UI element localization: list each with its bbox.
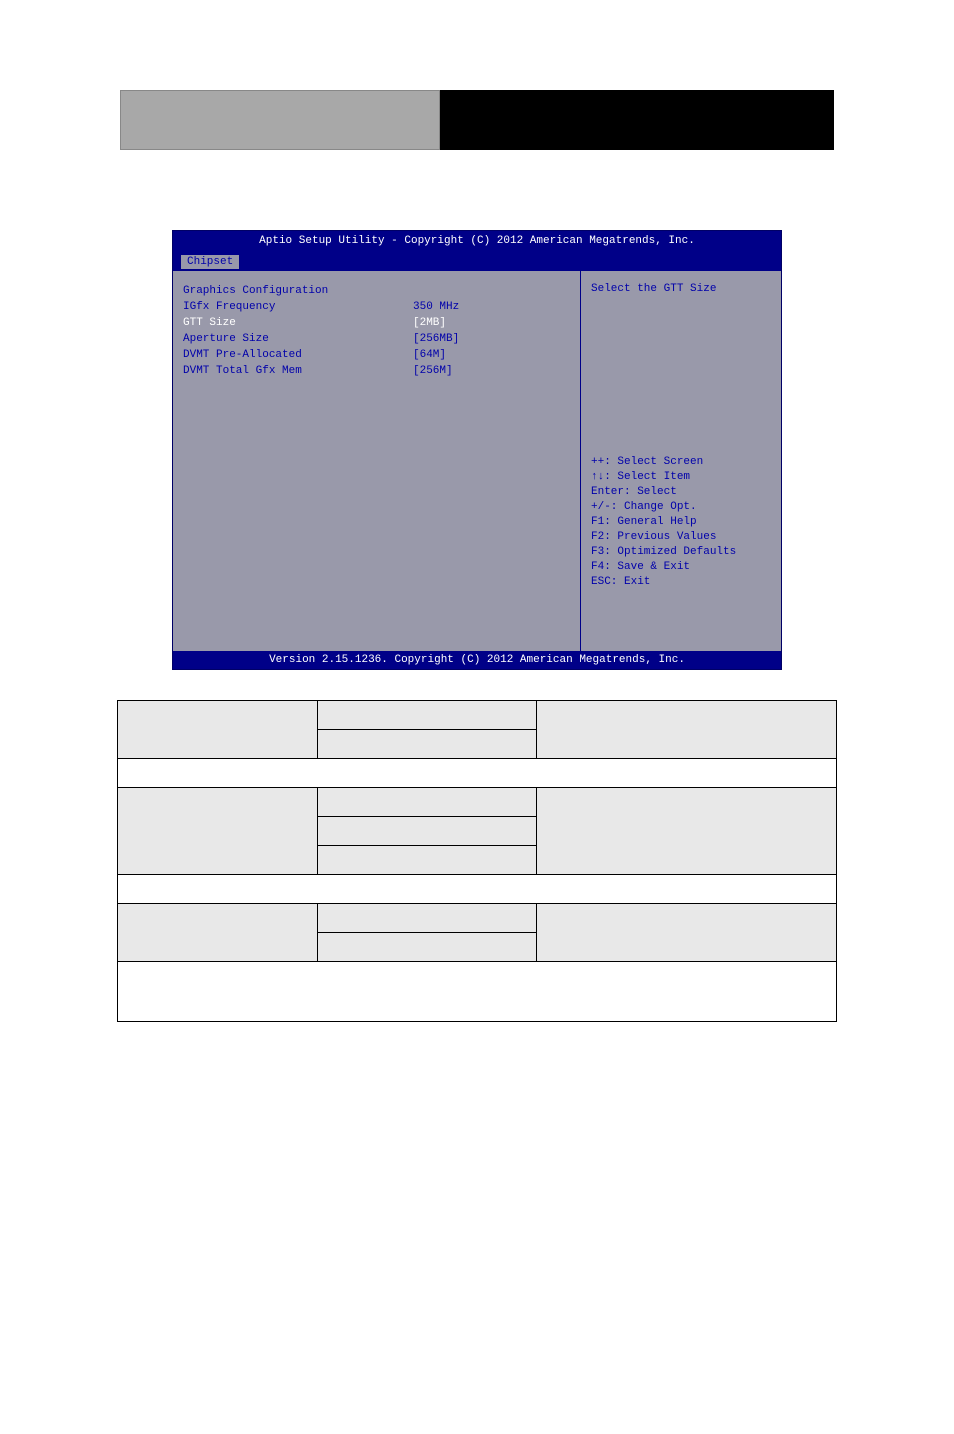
key-hint: F2: Previous Values <box>591 530 771 545</box>
setting-label: GTT Size <box>183 315 413 331</box>
bios-setting-row[interactable]: GTT Size[2MB] <box>183 315 570 331</box>
setting-value: [64M] <box>413 347 446 363</box>
bios-setting-row: DVMT Pre-Allocated[64M] <box>183 347 570 363</box>
key-hint: Enter: Select <box>591 485 771 500</box>
table-cell <box>118 962 837 1022</box>
table-cell <box>118 788 318 875</box>
table-cell <box>317 933 537 962</box>
key-hint: +/-: Change Opt. <box>591 500 771 515</box>
key-hint: ESC: Exit <box>591 575 771 590</box>
setting-value: [256MB] <box>413 331 459 347</box>
table-cell <box>118 904 318 962</box>
setting-value: 350 MHz <box>413 299 459 315</box>
table-row <box>118 701 837 730</box>
table-cell <box>317 788 537 817</box>
bios-setting-row: IGfx Frequency350 MHz <box>183 299 570 315</box>
table-cell <box>118 701 318 759</box>
table-cell <box>317 846 537 875</box>
bios-footer: Version 2.15.1236. Copyright (C) 2012 Am… <box>173 651 781 669</box>
table-cell <box>537 904 837 962</box>
table-cell <box>317 817 537 846</box>
bios-setting-row: DVMT Total Gfx Mem[256M] <box>183 363 570 379</box>
table-row <box>118 962 837 1022</box>
table-cell <box>118 875 837 904</box>
bios-side-panel: Select the GTT Size ++: Select Screen↑↓:… <box>581 271 781 651</box>
options-table <box>117 700 837 1022</box>
bios-main-panel: Graphics Configuration IGfx Frequency350… <box>173 271 581 651</box>
header-left <box>120 90 440 150</box>
table-cell <box>537 701 837 759</box>
key-legend: ++: Select Screen↑↓: Select ItemEnter: S… <box>591 455 771 590</box>
setting-label: DVMT Total Gfx Mem <box>183 363 413 379</box>
setting-label: DVMT Pre-Allocated <box>183 347 413 363</box>
key-hint: F4: Save & Exit <box>591 560 771 575</box>
header-bar <box>0 90 954 150</box>
table-row <box>118 875 837 904</box>
key-hint: ↑↓: Select Item <box>591 470 771 485</box>
table-cell <box>537 788 837 875</box>
table-cell <box>317 904 537 933</box>
setting-label: Aperture Size <box>183 331 413 347</box>
table-row <box>118 759 837 788</box>
section-title: Graphics Configuration <box>183 283 570 299</box>
key-hint: ++: Select Screen <box>591 455 771 470</box>
bios-title: Aptio Setup Utility - Copyright (C) 2012… <box>173 231 781 251</box>
key-hint: F1: General Help <box>591 515 771 530</box>
header-right <box>440 90 834 150</box>
setting-label: IGfx Frequency <box>183 299 413 315</box>
setting-value: [2MB] <box>413 315 446 331</box>
table-cell <box>118 759 837 788</box>
table-cell <box>317 730 537 759</box>
table-cell <box>317 701 537 730</box>
help-text: Select the GTT Size <box>591 283 771 295</box>
key-hint: F3: Optimized Defaults <box>591 545 771 560</box>
table-row <box>118 904 837 933</box>
bios-tabs: Chipset <box>173 251 781 271</box>
bios-body: Graphics Configuration IGfx Frequency350… <box>173 271 781 651</box>
table-row <box>118 788 837 817</box>
bios-window: Aptio Setup Utility - Copyright (C) 2012… <box>172 230 782 670</box>
tab-chipset[interactable]: Chipset <box>181 255 239 269</box>
section-label: Graphics Configuration <box>183 283 328 299</box>
setting-value: [256M] <box>413 363 453 379</box>
bios-setting-row: Aperture Size[256MB] <box>183 331 570 347</box>
